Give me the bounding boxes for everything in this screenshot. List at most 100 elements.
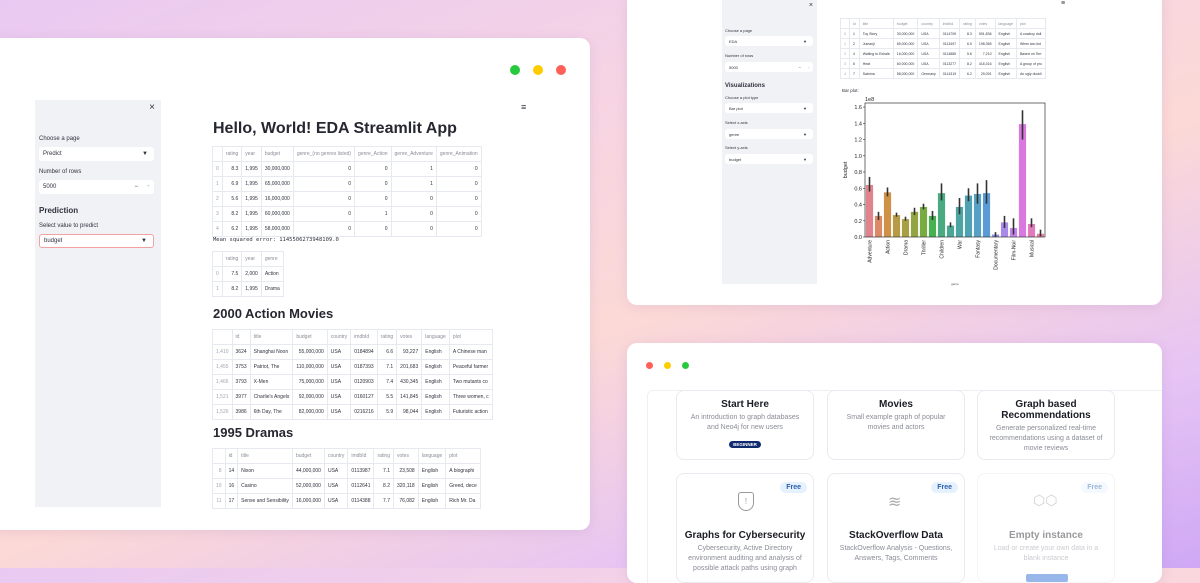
column-header[interactable]: budget <box>292 329 328 345</box>
column-header[interactable]: imdbId <box>938 18 961 29</box>
column-header[interactable]: country <box>326 329 352 345</box>
bar <box>1000 222 1009 237</box>
table-cell: English <box>417 478 447 494</box>
table-cell: 1 <box>840 38 850 49</box>
column-header[interactable]: budget <box>260 146 294 162</box>
window-minimize-dot[interactable] <box>533 65 543 75</box>
window-maximize-dot[interactable] <box>682 362 689 369</box>
column-header[interactable]: language <box>994 18 1017 29</box>
guide-card[interactable]: Graph based Recommendations Generate pers… <box>977 390 1115 460</box>
column-header[interactable]: title <box>858 18 894 29</box>
table-row: 4 6.2 1,995 58,000,000 0 0 0 0 <box>212 221 482 237</box>
column-header[interactable] <box>212 146 223 162</box>
decrement-button[interactable]: − <box>798 64 801 70</box>
column-header[interactable]: genre_Animation <box>435 146 482 162</box>
column-header[interactable]: genre_(no genres listed) <box>292 146 356 162</box>
column-header[interactable]: budget <box>892 18 919 29</box>
column-header[interactable]: genre <box>260 251 284 267</box>
sidebar-close-icon[interactable]: × <box>808 2 813 9</box>
table-cell: 8.2 <box>373 478 394 494</box>
table-cell: 0 <box>435 191 482 207</box>
column-header[interactable]: rating <box>376 329 398 345</box>
table-cell: X-Men <box>249 374 294 390</box>
table-cell: USA <box>326 359 352 375</box>
guide-card[interactable]: Start Here An introduction to graph datab… <box>676 390 814 460</box>
window-close-dot[interactable] <box>646 362 653 369</box>
column-header[interactable]: budget <box>291 448 325 464</box>
column-header[interactable]: year <box>241 251 262 267</box>
table-cell: 0 <box>840 28 850 39</box>
table-row: 4 7 Sabrina 58,000,000 Germany 0114319 6.2 29,0… <box>840 68 1046 79</box>
column-header[interactable]: votes <box>396 329 423 345</box>
increment-button[interactable]: + <box>146 184 150 190</box>
create-button[interactable] <box>1026 574 1068 582</box>
column-header[interactable]: id <box>224 448 239 464</box>
column-header[interactable] <box>212 448 226 464</box>
table-cell: 0113497 <box>938 38 961 49</box>
column-header[interactable]: title <box>249 329 294 345</box>
table-row: 2 4 Waiting to Exhale 16,000,000 USA 0114885 5… <box>840 48 1046 59</box>
table-cell: Toy Story <box>858 28 894 39</box>
column-header[interactable]: country <box>917 18 940 29</box>
sidebar-close-icon[interactable]: × <box>149 102 155 113</box>
column-header[interactable]: country <box>323 448 349 464</box>
window-maximize-dot[interactable] <box>510 65 520 75</box>
column-header[interactable]: rating <box>959 18 976 29</box>
x-tick-label: Thriller <box>922 240 928 256</box>
guide-card[interactable]: Free ≋ StackOverflow Data StackOverflow Ana… <box>827 473 965 583</box>
table-cell: USA <box>326 374 352 390</box>
decrement-button[interactable]: − <box>134 184 138 190</box>
plot-type-select[interactable]: Bar plot ▼ <box>725 103 813 113</box>
column-header[interactable]: rating <box>221 251 243 267</box>
table-cell: 416,316 <box>974 58 996 69</box>
table-cell: 5.5 <box>376 389 398 405</box>
table-cell: 2 <box>212 191 223 207</box>
window-close-dot[interactable] <box>556 65 566 75</box>
column-header[interactable]: language <box>421 329 450 345</box>
column-header[interactable] <box>840 18 850 29</box>
guide-card[interactable]: Movies Small example graph of popular mov… <box>827 390 965 460</box>
column-header[interactable]: genre_Action <box>354 146 392 162</box>
table-cell: 5.9 <box>376 404 398 420</box>
table-cell: 6.6 <box>376 344 398 360</box>
column-header[interactable]: title <box>237 448 293 464</box>
column-header[interactable]: genre_Adventure <box>390 146 437 162</box>
column-header[interactable]: votes <box>393 448 419 464</box>
column-header[interactable]: plot <box>445 448 481 464</box>
table-cell: 1,995 <box>241 206 262 222</box>
column-header[interactable]: plot <box>1015 18 1046 29</box>
table-cell: Peaceful farmer <box>448 359 493 375</box>
column-header[interactable] <box>212 251 223 267</box>
page-select[interactable]: EDA ▼ <box>725 36 813 46</box>
table-header-row: id title budget country imdbId rating votes lan… <box>212 448 481 464</box>
y-axis-select[interactable]: budget ▼ <box>725 154 813 164</box>
rows-input[interactable]: 5000− + <box>39 180 154 194</box>
increment-button[interactable]: + <box>807 64 810 70</box>
table-cell: English <box>417 463 447 479</box>
predict-select[interactable]: budget ▼ <box>39 234 154 248</box>
column-header[interactable]: imdbId <box>350 329 378 345</box>
x-axis-select[interactable]: genre ▼ <box>725 129 813 139</box>
column-header[interactable]: votes <box>974 18 996 29</box>
menu-icon[interactable]: ≡ <box>521 102 527 112</box>
column-header[interactable]: year <box>241 146 262 162</box>
column-header[interactable]: imdbId <box>347 448 375 464</box>
guide-card[interactable]: Free! Graphs for Cybersecurity Cybersecuri… <box>676 473 814 583</box>
table-cell: 16,000,000 <box>260 191 294 207</box>
column-header[interactable] <box>212 329 233 345</box>
rows-input[interactable]: 5000− + <box>725 62 813 72</box>
column-header[interactable]: rating <box>373 448 394 464</box>
table-row: 1 6.9 1,995 65,000,000 0 0 1 0 <box>212 176 482 192</box>
table-cell: 320,118 <box>393 478 419 494</box>
window-minimize-dot[interactable] <box>664 362 671 369</box>
column-header[interactable]: id <box>848 18 860 29</box>
page-select[interactable]: Predict ▼ <box>39 147 154 161</box>
table-row: 1 8.2 1,995 Drama <box>212 281 284 297</box>
column-header[interactable]: language <box>417 448 447 464</box>
column-header[interactable]: id <box>231 329 251 345</box>
column-header[interactable]: plot <box>448 329 493 345</box>
guide-card[interactable]: Free ⬡⬡ Empty instance Load or create your … <box>977 473 1115 583</box>
column-header[interactable]: rating <box>221 146 243 162</box>
page-select-value: Predict <box>43 151 62 157</box>
menu-icon[interactable]: ≡ <box>1061 0 1066 7</box>
